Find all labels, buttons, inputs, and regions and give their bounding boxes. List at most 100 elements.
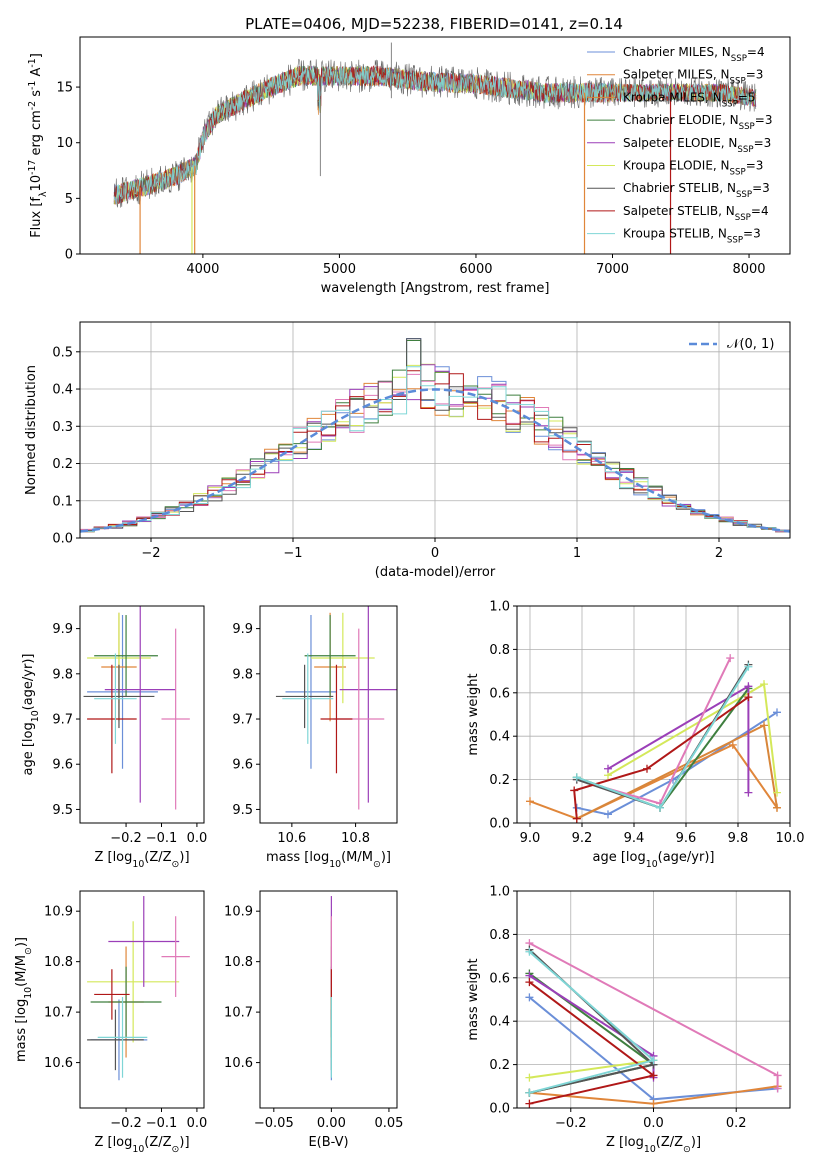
age-vs-mass-frame bbox=[259, 605, 398, 824]
y-tick-label: 10.8 bbox=[44, 955, 73, 970]
y-tick-label: 9.8 bbox=[232, 667, 253, 682]
x-tick-label: −2 bbox=[141, 546, 160, 561]
y-axis-label: age [log10(age/yr)] bbox=[21, 654, 41, 776]
mass-weight-series-line bbox=[529, 1059, 654, 1079]
y-tick-label: 10.6 bbox=[44, 1056, 73, 1071]
errorbar-point bbox=[83, 664, 155, 729]
mass-weight-marker bbox=[525, 1088, 534, 1097]
mass-weight-marker bbox=[649, 1071, 658, 1080]
errorbar-point bbox=[282, 653, 334, 744]
mass-weight-marker bbox=[525, 978, 534, 987]
y-tick-label: 0.4 bbox=[52, 383, 73, 398]
y-tick-label: 0.2 bbox=[52, 457, 73, 472]
mass-weight-marker bbox=[726, 654, 735, 663]
legend-label: Kroupa MILES, NSSP=5 bbox=[623, 90, 756, 109]
y-tick-label: 10.9 bbox=[44, 905, 73, 920]
x-axis-label: E(B-V) bbox=[308, 1135, 348, 1150]
mass-vs-Z-frame bbox=[79, 890, 205, 1109]
legend-label: Kroupa STELIB, NSSP=3 bbox=[623, 227, 761, 246]
spectrum-frame bbox=[79, 36, 791, 255]
mass-weight-series-line bbox=[529, 743, 778, 820]
age-vs-Z-axes: −0.2 −0.1 0.0 9.5 9.6 9.7 9.8 9.9 Z [log10(Z/Z⊙)… bbox=[21, 605, 207, 870]
errorbar-point bbox=[87, 1009, 144, 1071]
mass-weight-marker bbox=[744, 662, 753, 671]
x-axis-label: (data-model)/error bbox=[375, 565, 496, 580]
y-tick-label: 10.8 bbox=[224, 955, 253, 970]
x-tick-label: 5000 bbox=[323, 262, 356, 277]
x-tick-label: −0.2 bbox=[110, 831, 142, 846]
y-tick-label: 9.6 bbox=[232, 758, 253, 773]
y-tick-label: 0.0 bbox=[52, 532, 73, 547]
legend-label: Salpeter ELODIE, NSSP=3 bbox=[623, 136, 771, 155]
mass-weight-marker bbox=[744, 682, 753, 691]
errorbar-point bbox=[304, 615, 356, 697]
errorbar-point bbox=[90, 966, 162, 1038]
mass-weight-series-line bbox=[573, 696, 749, 819]
legend-label: 𝒩(0, 1) bbox=[727, 337, 774, 352]
x-tick-label: 9.4 bbox=[624, 831, 645, 846]
age-vs-Z-plot-area bbox=[83, 606, 190, 810]
mass-weight-marker bbox=[773, 708, 781, 717]
mass-weight-marker bbox=[656, 803, 664, 812]
y-tick-label: 0.2 bbox=[489, 1058, 510, 1073]
y-tick-label: 10.9 bbox=[224, 905, 253, 920]
y-tick-label: 10.7 bbox=[224, 1006, 253, 1021]
mass-weight-marker bbox=[760, 721, 768, 730]
mass-weight-marker bbox=[570, 786, 579, 795]
massweight-vs-Z-plot-area bbox=[525, 939, 782, 1108]
spectrum-plot-area bbox=[113, 42, 757, 254]
errorbar-point bbox=[87, 615, 158, 769]
normal-reference-curve bbox=[80, 388, 790, 533]
x-axis-label: Z [log10(Z/Z⊙)] bbox=[94, 1135, 189, 1155]
x-tick-label: 9.2 bbox=[572, 831, 593, 846]
mass-weight-marker bbox=[643, 764, 651, 773]
mass-weight-marker bbox=[773, 788, 781, 797]
mass-weight-marker bbox=[744, 693, 753, 702]
x-axis-label: Z [log10(Z/Z⊙)] bbox=[94, 850, 189, 870]
age-vs-Z-frame bbox=[79, 605, 205, 824]
y-tick-label: 0 bbox=[65, 248, 73, 263]
y-tick-label: 5 bbox=[65, 192, 73, 207]
x-tick-label: 0.0 bbox=[643, 1116, 664, 1131]
y-tick-label: 0.2 bbox=[489, 773, 510, 788]
y-tick-label: 9.8 bbox=[52, 667, 73, 682]
y-axis-label: Normed distribution bbox=[24, 365, 39, 495]
y-tick-label: 10.7 bbox=[44, 1006, 73, 1021]
mass-vs-EBV-frame bbox=[259, 890, 398, 1109]
x-axis-label: age [log10(age/yr)] bbox=[593, 850, 715, 870]
errorbar-point bbox=[161, 628, 190, 810]
x-tick-label: 4000 bbox=[186, 262, 219, 277]
x-tick-label: 7000 bbox=[596, 262, 629, 277]
errorbar-point bbox=[320, 664, 353, 774]
mass-weight-marker bbox=[525, 1099, 534, 1108]
histogram-series-step bbox=[80, 366, 790, 534]
figure-title: PLATE=0406, MJD=52238, FIBERID=0141, z=0… bbox=[245, 15, 623, 33]
y-axis-label: Flux [fλ10-17 erg cm-2 s-1 A-1] bbox=[27, 53, 49, 238]
y-tick-label: 0.0 bbox=[489, 1102, 510, 1117]
errorbar-point bbox=[94, 615, 158, 697]
legend-label: Chabrier ELODIE, NSSP=3 bbox=[623, 113, 772, 132]
spectrum-axes: 4000 5000 6000 7000 8000 0 5 10 15 wavelength [An… bbox=[27, 36, 791, 296]
x-tick-label: 9.0 bbox=[520, 831, 541, 846]
y-tick-label: 0.0 bbox=[489, 817, 510, 832]
mass-weight-marker bbox=[525, 947, 534, 956]
massweight-vs-age-frame bbox=[516, 605, 791, 824]
legend-label: Chabrier MILES, NSSP=4 bbox=[623, 45, 765, 64]
errorbar-point bbox=[285, 615, 337, 769]
mass-weight-marker bbox=[744, 788, 753, 797]
x-tick-label: 10.6 bbox=[277, 831, 306, 846]
y-tick-label: 0.5 bbox=[52, 345, 73, 360]
x-tick-label: −0.1 bbox=[146, 1116, 178, 1131]
x-tick-label: −0.05 bbox=[254, 1116, 294, 1131]
errorbar-point bbox=[108, 896, 180, 987]
y-tick-label: 9.5 bbox=[52, 803, 73, 818]
x-tick-label: −0.1 bbox=[146, 831, 178, 846]
y-axis-label: mass weight bbox=[466, 673, 481, 755]
x-tick-label: 6000 bbox=[459, 262, 492, 277]
y-tick-label: 9.6 bbox=[52, 758, 73, 773]
mass-weight-marker bbox=[773, 1084, 782, 1093]
y-tick-label: 0.8 bbox=[489, 928, 510, 943]
mass-weight-marker bbox=[572, 773, 581, 782]
x-axis-label: mass [log10(M/M⊙)] bbox=[266, 850, 391, 870]
